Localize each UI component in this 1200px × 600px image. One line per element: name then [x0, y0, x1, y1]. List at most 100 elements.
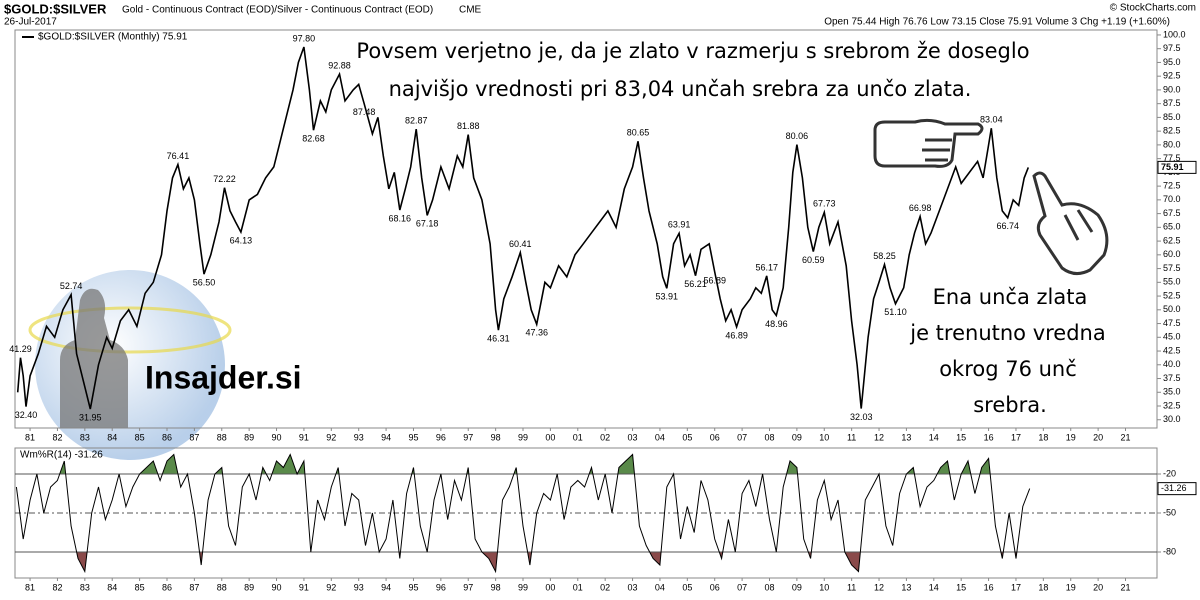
data-label: 87.48 — [353, 107, 376, 117]
x-tick-label: 82 — [52, 582, 62, 592]
x-tick-label: 15 — [956, 582, 966, 592]
last-value-box — [1157, 482, 1197, 496]
date: 26-Jul-2017 — [4, 17, 57, 28]
data-label: 82.68 — [302, 134, 325, 144]
y-tick-label: 35.0 — [1163, 387, 1181, 397]
x-tick-label: 21 — [1120, 432, 1130, 442]
x-tick-label: 99 — [518, 582, 528, 592]
x-tick-label: 17 — [1011, 582, 1021, 592]
x-tick-label: 85 — [135, 582, 145, 592]
x-tick-label: 94 — [381, 582, 391, 592]
y-tick-label: 62.5 — [1163, 235, 1181, 245]
data-label: 31.95 — [79, 412, 102, 422]
x-tick-label: 97 — [463, 582, 473, 592]
annotation: Povsem verjetno je, da je zlato v razmer… — [356, 39, 1029, 63]
x-tick-label: 13 — [901, 582, 911, 592]
x-tick-label: 08 — [764, 432, 774, 442]
annotation: okrog 76 unč — [939, 357, 1077, 381]
x-tick-label: 85 — [135, 432, 145, 442]
y-tick-label: 37.5 — [1163, 373, 1181, 383]
data-label: 81.88 — [457, 121, 480, 131]
x-tick-label: 11 — [847, 432, 856, 442]
pointing-hand — [1032, 171, 1109, 275]
x-tick-label: 96 — [436, 432, 446, 442]
x-tick-label: 09 — [792, 582, 802, 592]
x-tick-label: 88 — [217, 432, 227, 442]
x-tick-label: 13 — [901, 432, 911, 442]
y-tick-label: 55.0 — [1163, 277, 1181, 287]
x-tick-label: 16 — [984, 582, 994, 592]
y-tick-label: 30.0 — [1163, 414, 1181, 424]
x-tick-label: 88 — [217, 582, 227, 592]
price-line — [15, 453, 1031, 574]
data-label: 82.87 — [405, 115, 428, 125]
x-tick-label: 12 — [874, 582, 884, 592]
data-label: 92.88 — [328, 60, 351, 70]
data-label: 66.74 — [996, 221, 1019, 231]
y-tick-label: 60.0 — [1163, 249, 1181, 259]
x-tick-label: 09 — [792, 432, 802, 442]
data-label: 58.25 — [873, 251, 896, 261]
data-label: 66.98 — [909, 203, 932, 213]
data-label: 32.40 — [15, 410, 38, 420]
x-tick-label: 90 — [272, 582, 282, 592]
y-tick-label: 97.5 — [1163, 43, 1181, 53]
y-tick-label: 65.0 — [1163, 222, 1181, 232]
data-label: 97.80 — [293, 33, 316, 43]
x-tick-label: 83 — [80, 582, 90, 592]
x-tick-label: 87 — [189, 432, 199, 442]
x-tick-label: 20 — [1093, 582, 1103, 592]
x-tick-label: 03 — [628, 582, 638, 592]
x-tick-label: 81 — [25, 582, 35, 592]
x-tick-label: 10 — [819, 432, 829, 442]
data-label: 72.22 — [213, 174, 236, 184]
y-tick-label: 42.5 — [1163, 345, 1181, 355]
y-tick-label: 72.5 — [1163, 180, 1181, 190]
data-label: 60.59 — [802, 255, 825, 265]
watermark-figure — [60, 288, 128, 428]
x-tick-label: 92 — [326, 432, 336, 442]
x-tick-label: 14 — [929, 582, 939, 592]
data-label: 56.89 — [703, 275, 726, 285]
data-label: 52.74 — [60, 281, 83, 291]
price-line — [16, 46, 1030, 410]
y-tick-label: 100.0 — [1163, 29, 1186, 39]
x-tick-label: 98 — [491, 582, 501, 592]
y-tick-label: 40.0 — [1163, 359, 1181, 369]
x-tick-label: 00 — [545, 582, 555, 592]
data-label: 80.65 — [627, 128, 650, 138]
x-tick-label: 81 — [25, 432, 35, 442]
y-tick-label: 70.0 — [1163, 194, 1181, 204]
y-tick-label: 47.5 — [1163, 318, 1181, 328]
x-tick-label: 84 — [107, 582, 117, 592]
data-label: 63.91 — [668, 220, 691, 230]
watermark-ring — [28, 306, 232, 354]
x-tick-label: 19 — [1066, 432, 1076, 442]
y-tick-label: 87.5 — [1163, 98, 1181, 108]
x-tick-label: 03 — [628, 432, 638, 442]
data-label: 60.41 — [509, 239, 532, 249]
x-tick-label: 07 — [737, 432, 747, 442]
x-tick-label: 06 — [710, 432, 720, 442]
y-tick-label: 92.5 — [1163, 71, 1181, 81]
watermark-text: Insajder.si — [145, 359, 302, 395]
data-label: 48.96 — [765, 319, 788, 329]
x-tick-label: 90 — [272, 432, 282, 442]
annotation: Ena unča zlata — [933, 285, 1088, 309]
x-tick-label: 02 — [600, 432, 610, 442]
annotation: je trenutno vredna — [909, 321, 1105, 345]
data-label: 67.18 — [416, 219, 439, 229]
x-tick-label: 12 — [874, 432, 884, 442]
y-tick-label: 52.5 — [1163, 290, 1181, 300]
x-tick-label: 01 — [573, 432, 583, 442]
data-label: 53.91 — [656, 292, 679, 302]
y-tick-label: 67.5 — [1163, 208, 1181, 218]
x-tick-label: 06 — [710, 582, 720, 592]
x-tick-label: 17 — [1011, 432, 1021, 442]
x-tick-label: 94 — [381, 432, 391, 442]
annotation: srebra. — [973, 393, 1047, 417]
y-tick-label: 95.0 — [1163, 57, 1181, 67]
y-tick-label: -50 — [1163, 507, 1176, 517]
y-tick-label: 90.0 — [1163, 84, 1181, 94]
